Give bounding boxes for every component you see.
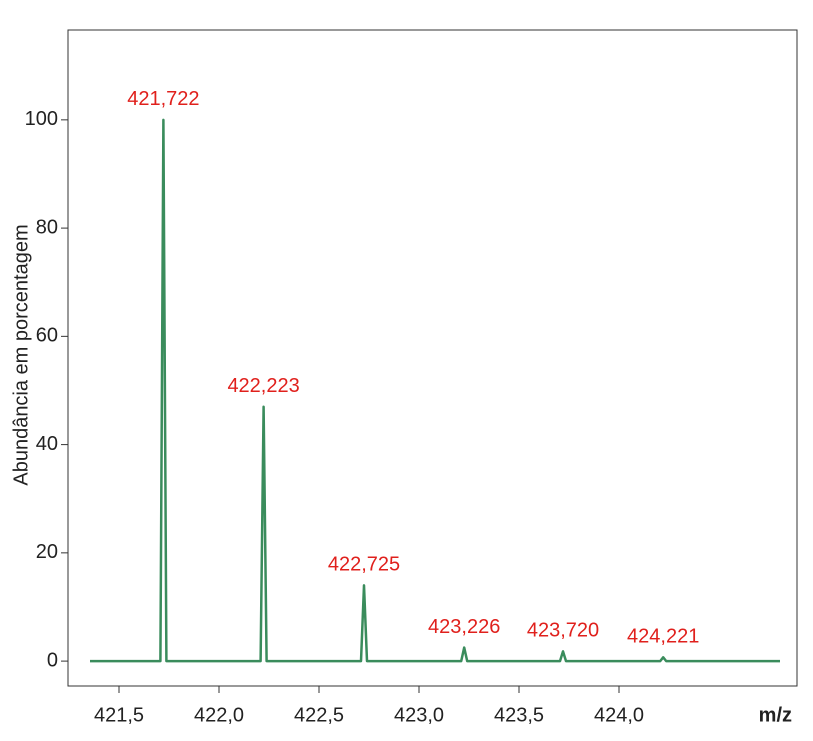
x-tick-label: 421,5 [94,704,144,726]
x-axis-label: m/z [759,704,792,726]
y-tick-label: 60 [36,325,58,347]
peak-label: 422,725 [328,554,400,576]
peak-label: 423,720 [527,620,599,642]
plot-frame [67,29,798,687]
y-tick-label: 100 [25,108,58,130]
y-tick-label: 0 [47,649,58,671]
peak-label: 423,226 [428,616,500,638]
peak-label: 424,221 [627,626,699,648]
x-tick-label: 422,0 [194,704,244,726]
y-axis-label: Abundância em porcentagem [10,224,32,485]
y-tick-label: 40 [36,433,58,455]
peak-label: 422,223 [227,375,299,397]
spectrum-line [90,118,780,663]
peak-label: 421,722 [127,88,199,110]
x-tick-label: 424,0 [594,704,644,726]
x-tick-label: 423,0 [394,704,444,726]
y-tick-label: 80 [36,216,58,238]
x-tick-label: 422,5 [294,704,344,726]
x-tick-label: 423,5 [494,704,544,726]
y-tick-label: 20 [36,541,58,563]
